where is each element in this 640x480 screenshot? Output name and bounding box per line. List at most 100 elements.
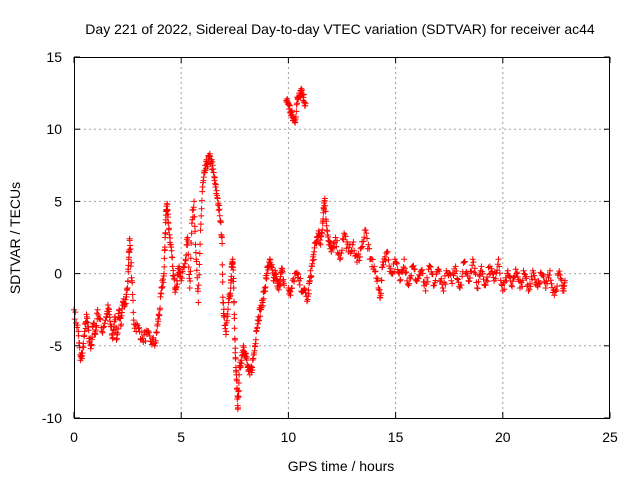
data-point bbox=[556, 268, 563, 275]
data-point bbox=[560, 287, 567, 294]
data-point bbox=[408, 272, 415, 279]
data-point bbox=[161, 255, 168, 262]
data-point bbox=[146, 329, 152, 336]
data-point bbox=[298, 85, 305, 92]
data-point bbox=[496, 263, 503, 270]
data-point bbox=[97, 316, 104, 323]
data-point bbox=[407, 275, 414, 282]
data-point bbox=[232, 345, 239, 352]
data-point bbox=[546, 272, 553, 279]
data-point bbox=[248, 363, 255, 370]
data-point bbox=[424, 274, 430, 281]
data-point bbox=[453, 268, 460, 274]
data-point bbox=[146, 333, 153, 339]
data-point bbox=[333, 243, 340, 250]
data-point bbox=[380, 261, 387, 268]
data-point bbox=[196, 250, 203, 257]
data-point bbox=[118, 321, 125, 328]
data-point bbox=[442, 281, 449, 288]
data-point bbox=[184, 242, 191, 249]
data-point bbox=[558, 277, 565, 283]
data-point bbox=[286, 102, 293, 109]
data-point bbox=[472, 271, 479, 277]
data-point bbox=[125, 268, 132, 275]
data-point bbox=[197, 221, 204, 228]
data-point bbox=[181, 260, 188, 267]
data-point bbox=[186, 285, 193, 291]
data-point bbox=[126, 237, 133, 244]
data-point bbox=[351, 247, 358, 254]
y-tick-label: 10 bbox=[46, 121, 62, 137]
x-tick-label: 10 bbox=[281, 429, 297, 445]
data-point bbox=[514, 269, 521, 276]
data-point bbox=[180, 263, 187, 270]
data-point bbox=[364, 235, 370, 242]
data-point bbox=[167, 235, 174, 241]
data-point bbox=[436, 268, 443, 275]
data-point bbox=[329, 245, 336, 252]
y-tick-label: -10 bbox=[42, 410, 62, 426]
data-point bbox=[365, 241, 372, 248]
data-point bbox=[252, 336, 259, 343]
data-point bbox=[454, 276, 461, 283]
data-point bbox=[397, 276, 404, 283]
data-point bbox=[349, 241, 356, 248]
data-point bbox=[260, 302, 266, 309]
data-point bbox=[170, 267, 177, 274]
data-point bbox=[534, 283, 541, 290]
data-point bbox=[188, 240, 195, 246]
data-point bbox=[551, 292, 558, 299]
data-point bbox=[197, 241, 204, 248]
data-point bbox=[185, 264, 192, 271]
data-point bbox=[122, 300, 129, 307]
data-point bbox=[496, 270, 503, 277]
data-point bbox=[401, 265, 408, 272]
data-point bbox=[391, 256, 398, 263]
data-point bbox=[129, 279, 136, 286]
data-point bbox=[512, 266, 519, 273]
data-point bbox=[396, 277, 403, 284]
data-point bbox=[372, 268, 379, 275]
data-point bbox=[195, 299, 202, 306]
data-point bbox=[238, 360, 245, 367]
data-point bbox=[292, 114, 299, 120]
data-point bbox=[88, 341, 95, 348]
data-point bbox=[100, 324, 107, 331]
y-tick-label: 0 bbox=[54, 266, 62, 282]
data-point bbox=[548, 280, 555, 287]
data-point bbox=[382, 257, 389, 264]
data-point bbox=[562, 277, 568, 284]
data-point bbox=[415, 275, 422, 282]
data-point bbox=[193, 267, 200, 274]
data-point bbox=[159, 283, 166, 290]
data-point bbox=[79, 350, 86, 356]
data-point bbox=[557, 275, 564, 282]
data-point bbox=[385, 256, 392, 263]
data-point bbox=[495, 256, 502, 263]
data-point bbox=[470, 259, 477, 266]
data-point bbox=[403, 269, 410, 275]
data-point bbox=[422, 287, 429, 294]
data-point bbox=[264, 270, 270, 277]
data-point bbox=[485, 264, 492, 271]
data-point bbox=[527, 280, 533, 287]
data-point bbox=[334, 237, 340, 244]
data-point bbox=[231, 299, 238, 306]
data-point bbox=[272, 270, 279, 277]
data-point bbox=[492, 275, 499, 282]
data-point bbox=[299, 289, 305, 296]
data-point bbox=[547, 277, 554, 284]
data-point bbox=[174, 281, 181, 288]
data-point bbox=[161, 270, 167, 277]
data-point bbox=[527, 283, 534, 290]
data-point bbox=[332, 234, 339, 241]
data-point bbox=[281, 282, 288, 289]
data-point bbox=[300, 91, 307, 98]
data-point bbox=[169, 263, 176, 270]
data-point bbox=[93, 322, 100, 329]
chart-title: Day 221 of 2022, Sidereal Day-to-day VTE… bbox=[85, 21, 595, 37]
data-point bbox=[161, 263, 168, 270]
data-point bbox=[494, 267, 501, 274]
data-point bbox=[513, 270, 520, 277]
